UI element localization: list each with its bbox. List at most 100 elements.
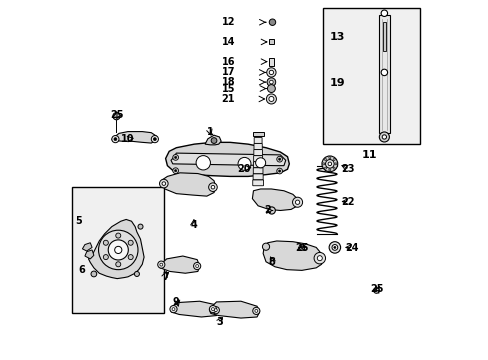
Text: 22: 22 bbox=[341, 197, 354, 207]
Circle shape bbox=[174, 170, 176, 172]
FancyBboxPatch shape bbox=[254, 138, 262, 143]
Circle shape bbox=[238, 157, 250, 170]
Text: 8: 8 bbox=[267, 257, 274, 267]
Circle shape bbox=[321, 156, 337, 172]
Circle shape bbox=[211, 308, 214, 311]
Circle shape bbox=[278, 170, 280, 172]
Circle shape bbox=[112, 135, 119, 143]
Circle shape bbox=[269, 70, 273, 75]
Bar bbox=[323, 8, 419, 144]
Polygon shape bbox=[209, 301, 259, 318]
Circle shape bbox=[332, 167, 335, 169]
Circle shape bbox=[292, 197, 302, 207]
FancyBboxPatch shape bbox=[253, 150, 262, 156]
Bar bbox=[269, 58, 274, 66]
Text: 3: 3 bbox=[216, 317, 223, 327]
Circle shape bbox=[269, 19, 275, 26]
Bar bbox=[378, 15, 389, 134]
Text: 25: 25 bbox=[110, 111, 123, 121]
Circle shape bbox=[334, 163, 336, 165]
Bar bbox=[252, 132, 263, 136]
Circle shape bbox=[252, 307, 260, 315]
Circle shape bbox=[208, 183, 217, 192]
Circle shape bbox=[328, 157, 330, 159]
Text: 4: 4 bbox=[190, 220, 197, 230]
Circle shape bbox=[116, 262, 121, 267]
Circle shape bbox=[373, 288, 379, 293]
Circle shape bbox=[128, 240, 133, 245]
Circle shape bbox=[276, 156, 282, 162]
Text: 23: 23 bbox=[341, 164, 354, 174]
Text: 19: 19 bbox=[329, 78, 345, 88]
Circle shape bbox=[278, 158, 280, 160]
Circle shape bbox=[196, 156, 210, 170]
Circle shape bbox=[138, 224, 142, 229]
Circle shape bbox=[328, 169, 330, 171]
Circle shape bbox=[276, 168, 282, 174]
Circle shape bbox=[266, 94, 276, 104]
Circle shape bbox=[128, 255, 133, 260]
Polygon shape bbox=[82, 243, 92, 251]
FancyBboxPatch shape bbox=[253, 144, 262, 149]
Circle shape bbox=[328, 242, 340, 253]
Circle shape bbox=[214, 309, 217, 312]
Circle shape bbox=[108, 240, 128, 260]
Circle shape bbox=[324, 158, 326, 161]
Polygon shape bbox=[165, 142, 289, 176]
Polygon shape bbox=[159, 256, 199, 273]
Circle shape bbox=[160, 263, 163, 266]
Text: 14: 14 bbox=[221, 37, 235, 47]
Circle shape bbox=[317, 256, 322, 261]
Polygon shape bbox=[88, 220, 144, 279]
Circle shape bbox=[267, 207, 275, 214]
Circle shape bbox=[262, 243, 269, 250]
Circle shape bbox=[113, 113, 120, 120]
Circle shape bbox=[295, 200, 299, 204]
Circle shape bbox=[162, 182, 165, 185]
Circle shape bbox=[114, 138, 117, 140]
Circle shape bbox=[153, 138, 156, 140]
Text: 10: 10 bbox=[121, 134, 134, 144]
Circle shape bbox=[172, 168, 178, 174]
Circle shape bbox=[193, 262, 201, 270]
Circle shape bbox=[331, 244, 337, 250]
Circle shape bbox=[195, 265, 198, 267]
Text: 17: 17 bbox=[221, 67, 235, 77]
Circle shape bbox=[313, 252, 325, 264]
Polygon shape bbox=[161, 173, 215, 196]
Text: 25: 25 bbox=[295, 243, 308, 253]
Circle shape bbox=[380, 10, 387, 17]
Circle shape bbox=[325, 159, 333, 168]
Text: 24: 24 bbox=[345, 243, 358, 253]
Polygon shape bbox=[171, 153, 285, 166]
Text: 16: 16 bbox=[221, 57, 235, 67]
Circle shape bbox=[158, 261, 164, 268]
Polygon shape bbox=[85, 250, 94, 259]
Circle shape bbox=[212, 307, 219, 314]
Text: 13: 13 bbox=[329, 32, 345, 41]
Circle shape bbox=[99, 230, 138, 270]
FancyBboxPatch shape bbox=[253, 162, 262, 168]
Circle shape bbox=[267, 85, 275, 93]
Circle shape bbox=[169, 306, 177, 313]
Circle shape bbox=[151, 135, 158, 143]
Circle shape bbox=[103, 240, 108, 245]
FancyBboxPatch shape bbox=[253, 168, 263, 174]
Polygon shape bbox=[252, 189, 298, 211]
Bar bbox=[72, 187, 163, 313]
FancyBboxPatch shape bbox=[252, 180, 263, 186]
FancyBboxPatch shape bbox=[253, 156, 262, 162]
Text: 6: 6 bbox=[78, 265, 84, 275]
Text: 5: 5 bbox=[75, 216, 82, 226]
Circle shape bbox=[159, 179, 168, 188]
Text: 7: 7 bbox=[162, 272, 169, 282]
Circle shape bbox=[332, 158, 335, 161]
Polygon shape bbox=[204, 135, 221, 145]
Circle shape bbox=[116, 233, 121, 238]
Circle shape bbox=[322, 163, 324, 165]
Circle shape bbox=[255, 158, 265, 168]
Circle shape bbox=[134, 271, 139, 276]
Text: 9: 9 bbox=[173, 297, 180, 307]
Circle shape bbox=[380, 69, 387, 76]
Circle shape bbox=[254, 310, 257, 312]
